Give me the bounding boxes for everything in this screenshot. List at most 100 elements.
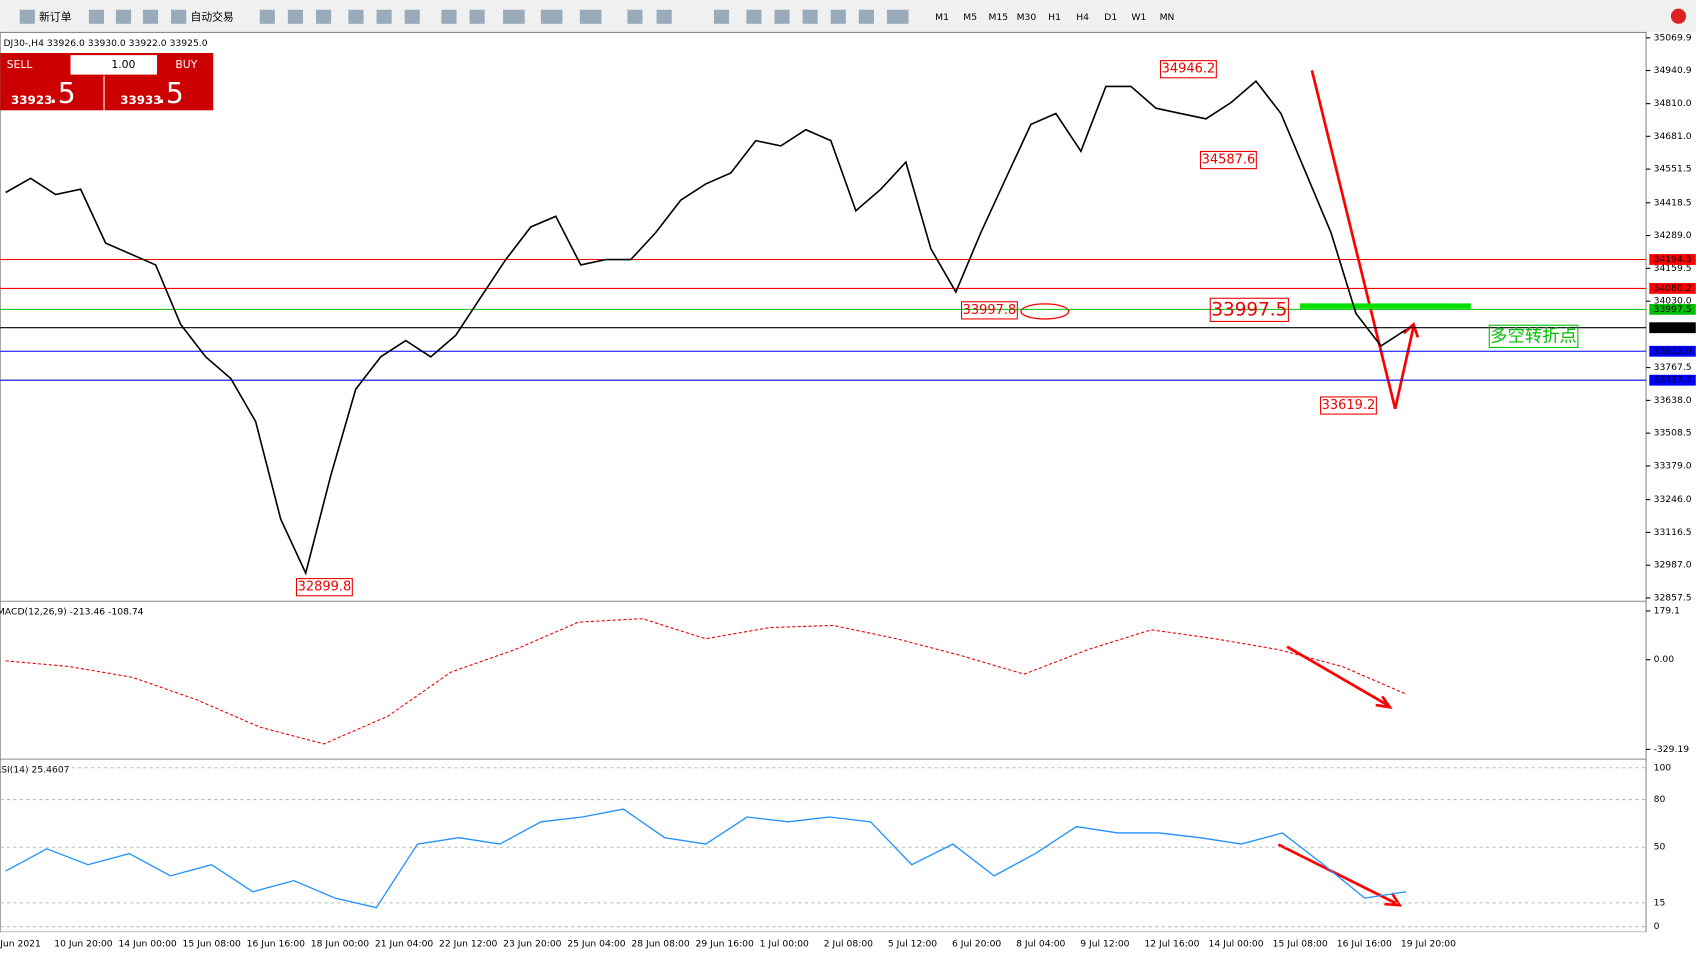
ask[interactable]: 33933 (120, 93, 161, 107)
level-label: 33925.0 (1654, 322, 1692, 333)
bid-frac[interactable]: .5 (49, 77, 76, 110)
icon[interactable] (886, 9, 909, 24)
one-click-panel: SELL 1.00 BUY 33923 .5 33933 .5 (0, 52, 214, 111)
icon[interactable] (713, 9, 730, 24)
icon[interactable] (774, 9, 790, 24)
buy-button[interactable]: BUY (175, 58, 197, 71)
level-tag (1649, 345, 1696, 357)
time-label: 25 Jun 04:00 (567, 939, 626, 950)
period-button[interactable]: M15 (988, 12, 1008, 23)
price-line (5, 79, 1407, 576)
toolbar (0, 0, 1696, 33)
y-tick-label: 100 (1654, 762, 1672, 773)
time-label: 14 Jul 00:00 (1209, 939, 1264, 950)
annotation-box (1320, 396, 1377, 415)
icon[interactable] (858, 9, 874, 24)
icon[interactable] (287, 9, 303, 24)
lots-box[interactable] (70, 55, 158, 75)
level-tag (1649, 303, 1696, 315)
time-label: 29 Jun 16:00 (696, 939, 755, 950)
ask-frac[interactable]: .5 (157, 77, 184, 110)
period-button[interactable]: M5 (963, 12, 977, 23)
period-button[interactable]: M1 (935, 12, 949, 23)
icon[interactable] (830, 9, 846, 24)
y-tick-label: 33767.5 (1654, 362, 1692, 373)
annotation-box (1209, 297, 1289, 322)
y-tick-label: 34030.0 (1654, 296, 1692, 307)
auto-trade[interactable]: 自动交易 (191, 9, 234, 23)
price-annotation: 33619.2 (1322, 398, 1376, 413)
icon[interactable] (348, 9, 364, 24)
icon[interactable] (540, 9, 563, 24)
y-tick-label: 33638.0 (1654, 395, 1692, 406)
time-label: 16 Jun 16:00 (247, 939, 306, 950)
time-label: 23 Jun 20:00 (503, 939, 562, 950)
time-label: 21 Jun 04:00 (375, 939, 434, 950)
y-tick-label: 34681.0 (1654, 131, 1692, 142)
icon[interactable] (627, 9, 643, 24)
price-annotation: 34946.2 (1162, 62, 1216, 77)
level-tag (1649, 322, 1696, 334)
chart-area (0, 31, 1647, 933)
time-label: 19 Jul 20:00 (1401, 939, 1456, 950)
icon[interactable] (469, 9, 485, 24)
icon[interactable] (315, 9, 332, 24)
price-annotation: 33997.5 (1211, 299, 1287, 320)
y-tick-label: 34418.5 (1654, 197, 1692, 208)
level-label: 33717.7 (1654, 375, 1692, 386)
price-annotation: 34587.6 (1202, 153, 1256, 168)
sell-button[interactable]: SELL (7, 58, 33, 71)
y-tick-label: 33508.5 (1654, 428, 1692, 439)
annotation-box (295, 578, 353, 597)
period-button[interactable]: H1 (1048, 12, 1061, 23)
y-tick-label: 33379.0 (1654, 460, 1692, 471)
icon[interactable] (142, 9, 159, 24)
bid[interactable]: 33923 (11, 93, 52, 107)
period-button[interactable]: MN (1160, 12, 1175, 23)
y-tick-label: 34159.5 (1654, 263, 1692, 274)
time-label: 22 Jun 12:00 (439, 939, 498, 950)
time-label: 16 Jul 16:00 (1337, 939, 1392, 950)
icon[interactable] (656, 9, 672, 24)
time-label: Jun 2021 (0, 939, 41, 950)
lots[interactable]: 1.00 (111, 58, 135, 71)
icon[interactable] (441, 9, 457, 24)
icon[interactable] (579, 9, 602, 24)
alert-icon[interactable] (1670, 8, 1687, 24)
icon[interactable] (259, 9, 275, 24)
price-annotation: 32899.8 (298, 580, 352, 595)
rsi-line (5, 808, 1407, 909)
time-label: 28 Jun 08:00 (631, 939, 690, 950)
period-button[interactable]: H4 (1076, 12, 1089, 23)
new-order[interactable]: 新订单 (39, 9, 72, 23)
period-button[interactable]: M30 (1017, 12, 1037, 23)
annotation-box (961, 301, 1018, 320)
period-button[interactable]: D1 (1104, 12, 1117, 23)
y-tick-label: 33116.5 (1654, 527, 1692, 538)
icon[interactable] (802, 9, 818, 24)
icon[interactable] (376, 9, 392, 24)
time-label: 5 Jul 12:00 (888, 939, 937, 950)
icon[interactable] (171, 9, 187, 24)
period-button[interactable]: W1 (1131, 12, 1146, 23)
time-label: 18 Jun 00:00 (311, 939, 370, 950)
rsi-label: RSI(14) 25.4607 (0, 764, 70, 775)
time-label: 9 Jul 12:00 (1080, 939, 1129, 950)
icon[interactable] (115, 9, 132, 24)
icon[interactable] (19, 9, 35, 24)
time-label: 15 Jul 08:00 (1273, 939, 1328, 950)
icon[interactable] (88, 9, 105, 24)
icon[interactable] (503, 9, 525, 24)
icon[interactable] (404, 9, 420, 24)
annotation-box (1199, 150, 1257, 170)
y-tick-label: 32857.5 (1654, 592, 1692, 603)
icon[interactable] (746, 9, 762, 24)
rsi-arrow (1277, 843, 1403, 907)
drawings (1020, 69, 1471, 907)
time-label: 15 Jun 08:00 (183, 939, 242, 950)
time-label: 1 Jul 00:00 (760, 939, 809, 950)
y-tick-label: 34940.9 (1654, 65, 1692, 76)
circle-mark (1020, 303, 1070, 320)
